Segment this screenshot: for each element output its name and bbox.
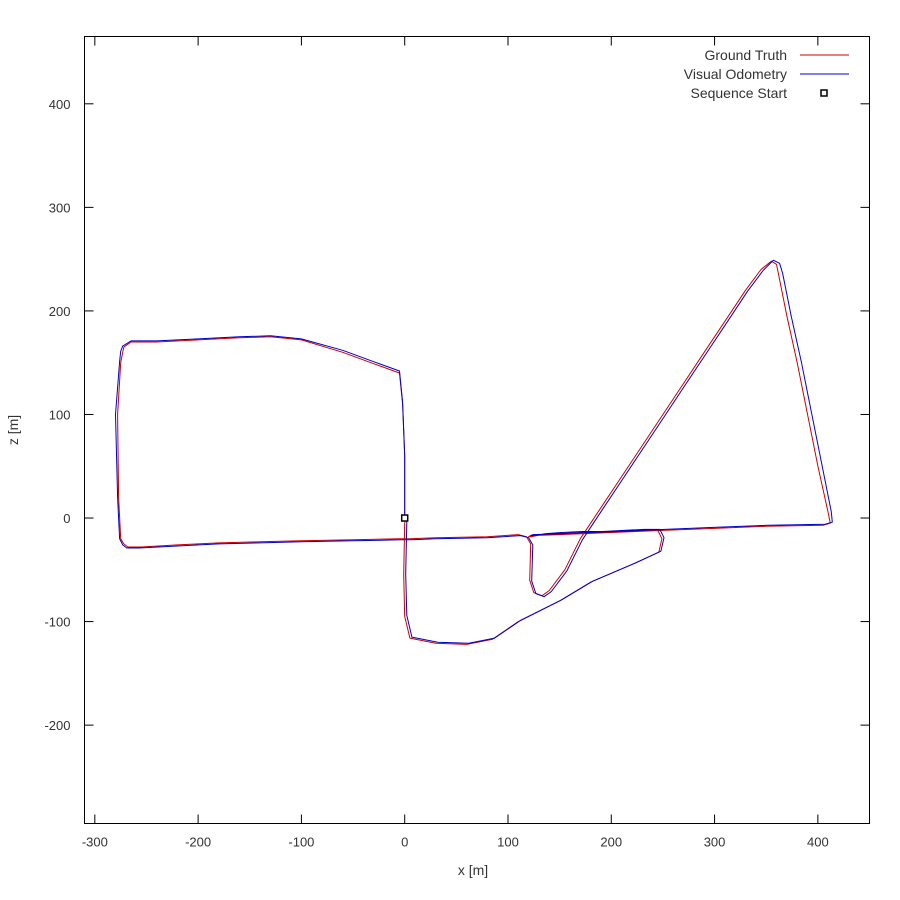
x-tick-label-7: 400 [807,835,829,850]
y-tick-label-5: 300 [49,200,71,215]
x-tick-label-3: 0 [401,835,408,850]
y-tick-label-4: 200 [49,304,71,319]
sequence-start-marker [400,514,409,522]
series-layer [115,259,833,645]
y-axis-label: z [m] [5,415,21,445]
x-axis-label: x [m] [458,862,488,878]
axis-ticks [84,36,870,824]
legend-label-ground-truth: Ground Truth [705,47,788,63]
axis-tick-labels: -300 -200 -100 0 100 200 300 400 -200 -100 0 100 200… [44,97,828,850]
y-tick-label-6: 400 [49,97,71,112]
y-tick-label-0: -200 [44,718,70,733]
x-tick-label-1: -200 [185,835,211,850]
y-tick-label-2: 0 [63,511,70,526]
x-tick-label-6: 300 [704,835,726,850]
ground-truth-line [117,260,831,645]
y-tick-label-1: -100 [44,615,70,630]
x-tick-label-4: 100 [497,835,519,850]
x-tick-label-5: 200 [600,835,622,850]
visual-odometry-line [115,259,833,644]
legend: Ground Truth Visual Odometry Sequence Star… [684,47,849,101]
legend-label-sequence-start: Sequence Start [690,85,787,101]
y-tick-label-3: 100 [49,407,71,422]
legend-swatch-sequence-start [820,89,828,97]
legend-label-visual-odometry: Visual Odometry [684,66,787,82]
x-tick-label-2: -100 [288,835,314,850]
plot-frame [84,36,870,824]
x-tick-label-0: -300 [82,835,108,850]
